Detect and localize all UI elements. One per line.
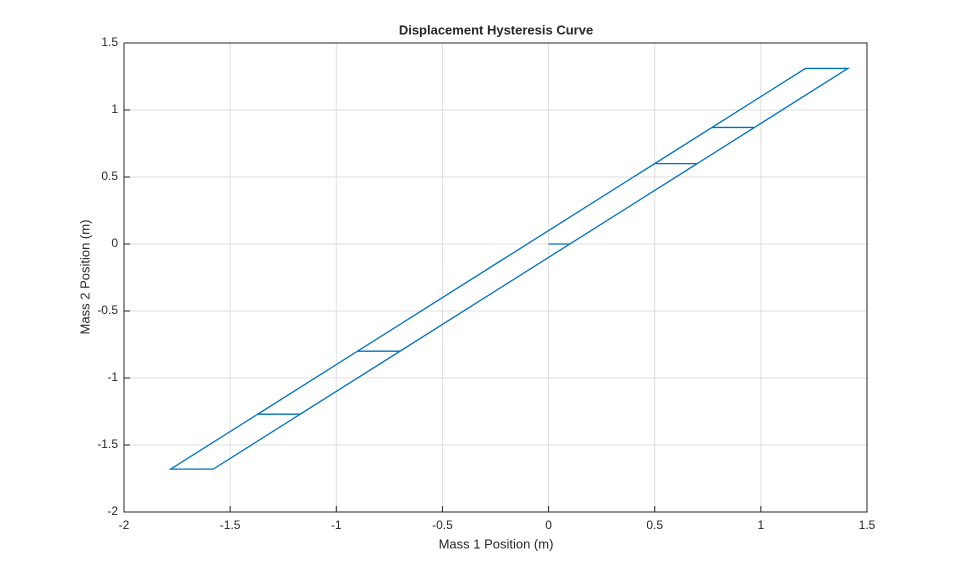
x-tick-label: -1 xyxy=(331,518,342,532)
x-tick-label: 1 xyxy=(758,518,765,532)
chart-title: Displacement Hysteresis Curve xyxy=(399,22,593,37)
plot-frame xyxy=(123,42,868,513)
y-tick-label: 1 xyxy=(111,102,118,116)
y-tick-label: 1.5 xyxy=(101,35,118,49)
y-tick-label: -0.5 xyxy=(97,303,118,317)
hysteresis-line xyxy=(168,67,851,470)
x-tick-label: -2 xyxy=(119,518,130,532)
y-tick-label: 0 xyxy=(111,236,118,250)
x-tick-label: -0.5 xyxy=(432,518,453,532)
y-tick-label: -1.5 xyxy=(97,437,118,451)
y-tick-label: 0.5 xyxy=(101,169,118,183)
y-axis-label: Mass 2 Position (m) xyxy=(77,220,92,335)
x-tick-label: 0 xyxy=(545,518,552,532)
y-tick-label: -2 xyxy=(107,504,118,518)
y-tick-label: -1 xyxy=(107,370,118,384)
x-axis-label: Mass 1 Position (m) xyxy=(439,536,554,551)
x-tick-label: -1.5 xyxy=(220,518,241,532)
x-tick-label: 0.5 xyxy=(646,518,663,532)
x-tick-label: 1.5 xyxy=(859,518,876,532)
